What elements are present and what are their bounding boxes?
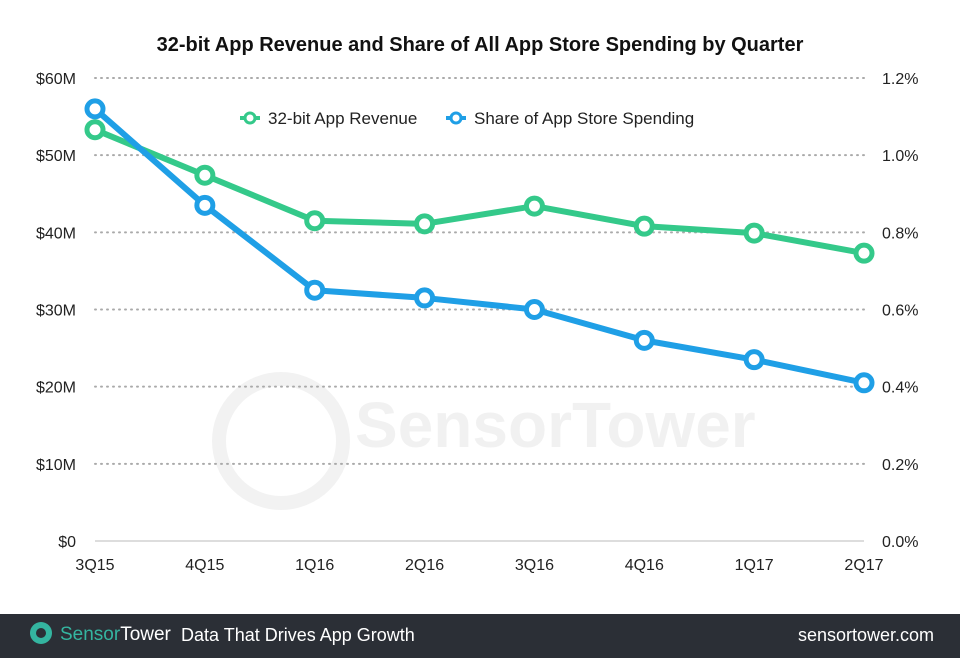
chart-title: 32-bit App Revenue and Share of All App …: [156, 34, 804, 56]
right-tick-label: 0.8%: [882, 225, 918, 242]
brand: SensorTower: [60, 624, 171, 646]
data-point: [743, 222, 765, 244]
x-tick-label: 1Q17: [735, 557, 774, 574]
data-point: [523, 195, 545, 217]
chart: $0 $10M $20M $30M $40M $50M $60M 0.0% 0.2% 0.4% 0.…: [36, 71, 919, 574]
data-point: [853, 242, 875, 264]
series-line: [93, 126, 865, 257]
left-tick-label: $60M: [36, 71, 76, 88]
right-tick-label: 1.0%: [882, 148, 918, 165]
data-point: [304, 279, 326, 301]
x-tick-label: 4Q15: [185, 557, 224, 574]
right-tick-label: 0.6%: [882, 303, 918, 320]
x-tick-label: 2Q17: [844, 557, 883, 574]
left-tick-label: $0: [58, 534, 76, 551]
legend-label: 32-bit App Revenue: [268, 109, 417, 128]
right-tick-label: 0.4%: [882, 380, 918, 397]
x-tick-label: 2Q16: [405, 557, 444, 574]
series-line: [93, 106, 865, 386]
data-point: [523, 299, 545, 320]
site-link[interactable]: sensortower.com: [797, 625, 934, 645]
data-point: [84, 119, 106, 141]
footer: SensorTower Data That Drives App Growth …: [0, 614, 960, 658]
legend-label: Share of App Store Spending: [474, 109, 694, 128]
left-tick-label: $40M: [36, 225, 76, 242]
data-point: [414, 287, 436, 309]
watermark: SensorTower: [355, 389, 756, 461]
data-point: [194, 194, 216, 216]
right-tick-label: 1.2%: [882, 71, 918, 88]
data-point: [84, 98, 106, 120]
tagline: Data That Drives App Growth: [181, 625, 415, 645]
data-point: [633, 329, 655, 351]
left-tick-label: $10M: [36, 457, 76, 474]
data-point: [743, 349, 765, 371]
left-tick-label: $30M: [36, 303, 76, 320]
brand-part: Sensor: [60, 624, 121, 645]
legend-marker-icon: [243, 111, 257, 125]
data-point: [853, 372, 875, 394]
x-tick-label: 1Q16: [295, 557, 334, 574]
sensortower-logo-icon: [30, 622, 52, 644]
left-tick-label: $50M: [36, 148, 76, 165]
x-tick-label: 3Q16: [515, 557, 554, 574]
data-point: [194, 164, 216, 186]
x-tick-label: 4Q16: [625, 557, 664, 574]
right-tick-label: 0.0%: [882, 534, 918, 551]
data-point: [304, 210, 326, 232]
legend-marker-icon: [449, 111, 463, 125]
data-point: [633, 215, 655, 237]
brand-part: Tower: [120, 624, 171, 645]
right-tick-label: 0.2%: [882, 457, 918, 474]
x-tick-label: 3Q15: [75, 557, 114, 574]
left-tick-label: $20M: [36, 380, 76, 397]
data-point: [414, 213, 436, 235]
